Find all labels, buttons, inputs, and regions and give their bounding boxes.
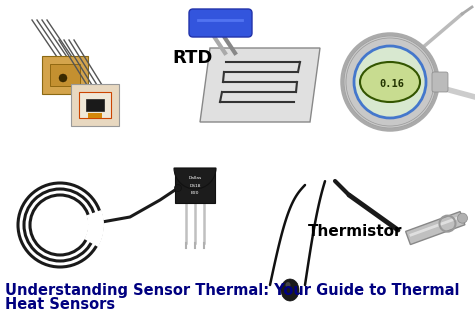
Text: B20: B20 [191, 191, 199, 195]
Text: 0.16: 0.16 [380, 79, 405, 89]
FancyBboxPatch shape [71, 84, 119, 126]
Text: Dallas: Dallas [189, 176, 201, 180]
Circle shape [354, 46, 426, 118]
FancyBboxPatch shape [50, 64, 80, 86]
Text: Understanding Sensor Thermal: Your Guide to Thermal: Understanding Sensor Thermal: Your Guide… [5, 283, 459, 298]
Text: Thermistor: Thermistor [308, 225, 402, 239]
Wedge shape [174, 168, 216, 189]
Ellipse shape [360, 62, 420, 102]
Polygon shape [406, 212, 465, 245]
Circle shape [174, 184, 181, 191]
Circle shape [457, 213, 467, 223]
Text: RTD: RTD [172, 49, 212, 67]
FancyBboxPatch shape [79, 92, 111, 118]
FancyBboxPatch shape [88, 113, 102, 118]
Polygon shape [200, 48, 320, 122]
Wedge shape [84, 210, 104, 247]
FancyBboxPatch shape [42, 56, 88, 94]
Text: Heat Sensors: Heat Sensors [5, 297, 115, 312]
FancyBboxPatch shape [189, 9, 252, 37]
FancyBboxPatch shape [86, 99, 104, 111]
Ellipse shape [285, 282, 291, 288]
Circle shape [342, 34, 438, 130]
FancyBboxPatch shape [432, 72, 448, 92]
Circle shape [59, 74, 67, 82]
Text: DS18: DS18 [189, 184, 201, 188]
FancyBboxPatch shape [175, 168, 215, 203]
Ellipse shape [281, 279, 299, 301]
